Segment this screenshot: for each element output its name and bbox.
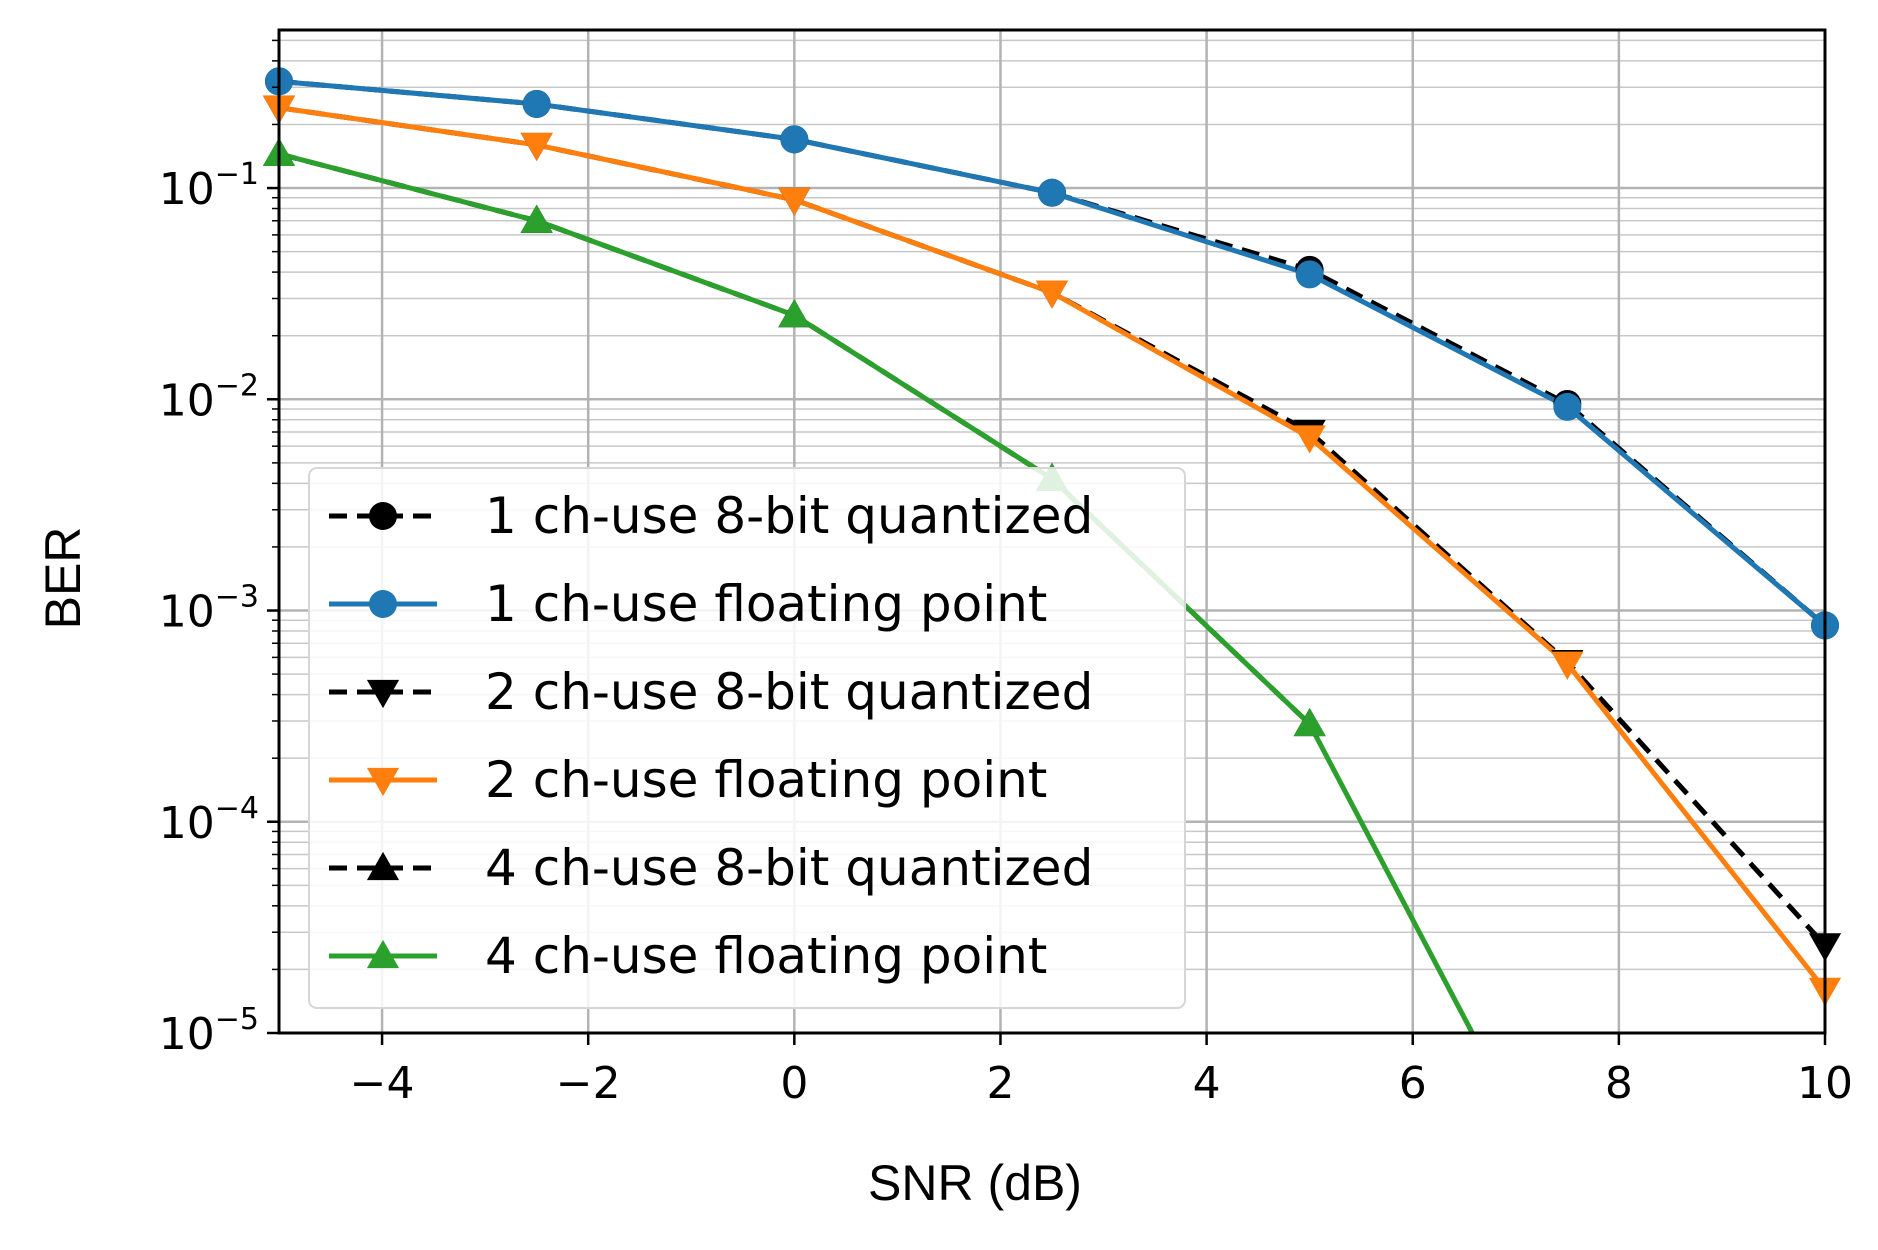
legend: 1 ch-use 8-bit quantized 1 ch-use floatin… bbox=[308, 467, 1186, 1009]
series-2-marker bbox=[1553, 392, 1582, 421]
series-2-marker bbox=[780, 125, 809, 154]
plot-frame bbox=[277, 28, 1827, 1035]
legend-marker-1 bbox=[369, 502, 397, 530]
x-tick-label: 0 bbox=[780, 1058, 808, 1109]
y-axis-title: BER bbox=[35, 527, 91, 630]
legend-label-6: 4 ch-use floating point bbox=[485, 927, 1047, 985]
series-2-marker bbox=[522, 89, 551, 118]
series-2-marker bbox=[1038, 178, 1066, 207]
series-4-marker bbox=[778, 187, 811, 216]
series-4-marker bbox=[1035, 280, 1069, 309]
x-tick-label: 10 bbox=[1797, 1058, 1853, 1109]
series-line-6 bbox=[279, 151, 1476, 1033]
series-4-marker bbox=[1293, 425, 1326, 454]
legend-marker-2 bbox=[369, 590, 397, 618]
series-6-marker bbox=[1293, 707, 1326, 737]
series-6-marker bbox=[778, 299, 811, 328]
x-axis-title: SNR (dB) bbox=[868, 1155, 1082, 1211]
y-tick-label: 10−3 bbox=[159, 580, 259, 638]
y-tick-label: 10−5 bbox=[159, 1002, 259, 1060]
legend-label-2: 1 ch-use floating point bbox=[485, 575, 1047, 633]
legend-label-1: 1 ch-use 8-bit quantized bbox=[485, 487, 1093, 545]
legend-label-3: 2 ch-use 8-bit quantized bbox=[485, 663, 1093, 721]
x-tick-label: 6 bbox=[1399, 1058, 1427, 1109]
x-tick-label: 4 bbox=[1193, 1058, 1221, 1109]
x-tick-label: 2 bbox=[986, 1058, 1014, 1109]
series-4-marker bbox=[520, 132, 553, 162]
y-tick-label: 10−2 bbox=[159, 368, 259, 426]
legend-marker-4 bbox=[366, 767, 400, 797]
legend-label-5: 4 ch-use 8-bit quantized bbox=[485, 839, 1093, 897]
legend-marker-6 bbox=[366, 939, 400, 969]
axis-ticks: −4 −2 0 2 4 6 8 10 10−1 10−2 10−3 10−4 10−5 bbox=[159, 39, 1853, 1109]
series-2-marker bbox=[1295, 260, 1324, 289]
x-tick-label: 8 bbox=[1605, 1058, 1633, 1109]
y-tick-label: 10−1 bbox=[159, 157, 259, 215]
x-tick-label: −4 bbox=[350, 1058, 415, 1109]
series-4-marker bbox=[1551, 651, 1584, 680]
x-tick-label: −2 bbox=[556, 1058, 621, 1109]
legend-marker-5 bbox=[366, 851, 400, 881]
y-tick-label: 10−4 bbox=[159, 791, 259, 849]
legend-label-4: 2 ch-use floating point bbox=[485, 751, 1047, 809]
legend-marker-3 bbox=[366, 679, 400, 709]
series-6-marker bbox=[520, 204, 553, 233]
legend-box bbox=[308, 467, 1186, 1009]
